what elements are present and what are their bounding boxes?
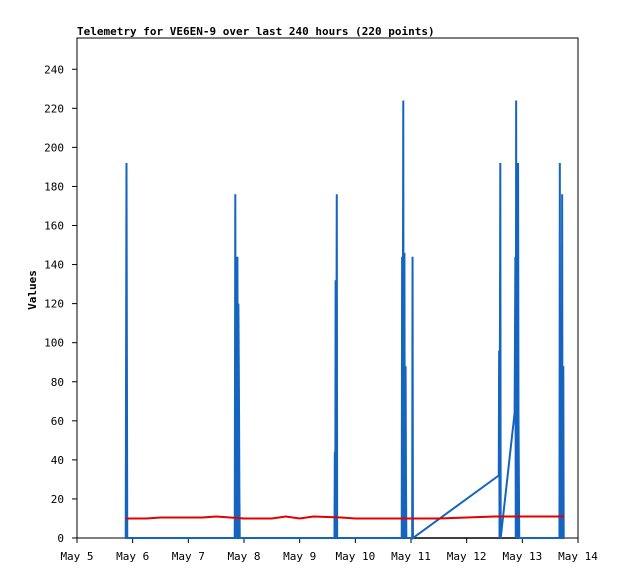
y-tick-label: 40 <box>51 454 64 467</box>
x-axis-ticks: May 5 May 6 May 7 May 8 May 9 May 10 May 11 May… <box>60 538 598 563</box>
x-tick-label: May 11 <box>391 550 431 563</box>
series-line-1 <box>125 515 565 520</box>
plot-frame <box>76 37 579 539</box>
x-tick-label: May 5 <box>60 550 93 563</box>
y-tick-label: 200 <box>44 141 64 154</box>
x-tick-label: May 14 <box>558 550 598 563</box>
series-layer <box>124 100 565 540</box>
y-tick-label: 60 <box>51 415 64 428</box>
y-tick-label: 180 <box>44 180 64 193</box>
y-tick-label: 80 <box>51 376 64 389</box>
x-tick-label: May 12 <box>447 550 487 563</box>
x-tick-label: May 8 <box>227 550 260 563</box>
y-tick-label: 240 <box>44 63 64 76</box>
y-tick-label: 140 <box>44 259 64 272</box>
y-axis-ticks: 0 20 40 60 80 100 120 140 160 180 200 220 240 <box>44 63 77 545</box>
x-tick-label: May 7 <box>172 550 205 563</box>
x-tick-label: May 10 <box>335 550 375 563</box>
x-tick-label: May 9 <box>283 550 316 563</box>
y-tick-label: 160 <box>44 220 64 233</box>
series-line-0 <box>124 100 565 540</box>
y-tick-label: 0 <box>57 532 64 545</box>
x-tick-label: May 13 <box>502 550 542 563</box>
x-tick-label: May 6 <box>116 550 149 563</box>
y-tick-label: 220 <box>44 102 64 115</box>
y-tick-label: 100 <box>44 337 64 350</box>
y-axis-label: Values <box>26 270 39 310</box>
y-tick-label: 20 <box>51 493 64 506</box>
chart-title: Telemetry for VE6EN-9 over last 240 hour… <box>77 25 435 38</box>
y-tick-label: 120 <box>44 298 64 311</box>
